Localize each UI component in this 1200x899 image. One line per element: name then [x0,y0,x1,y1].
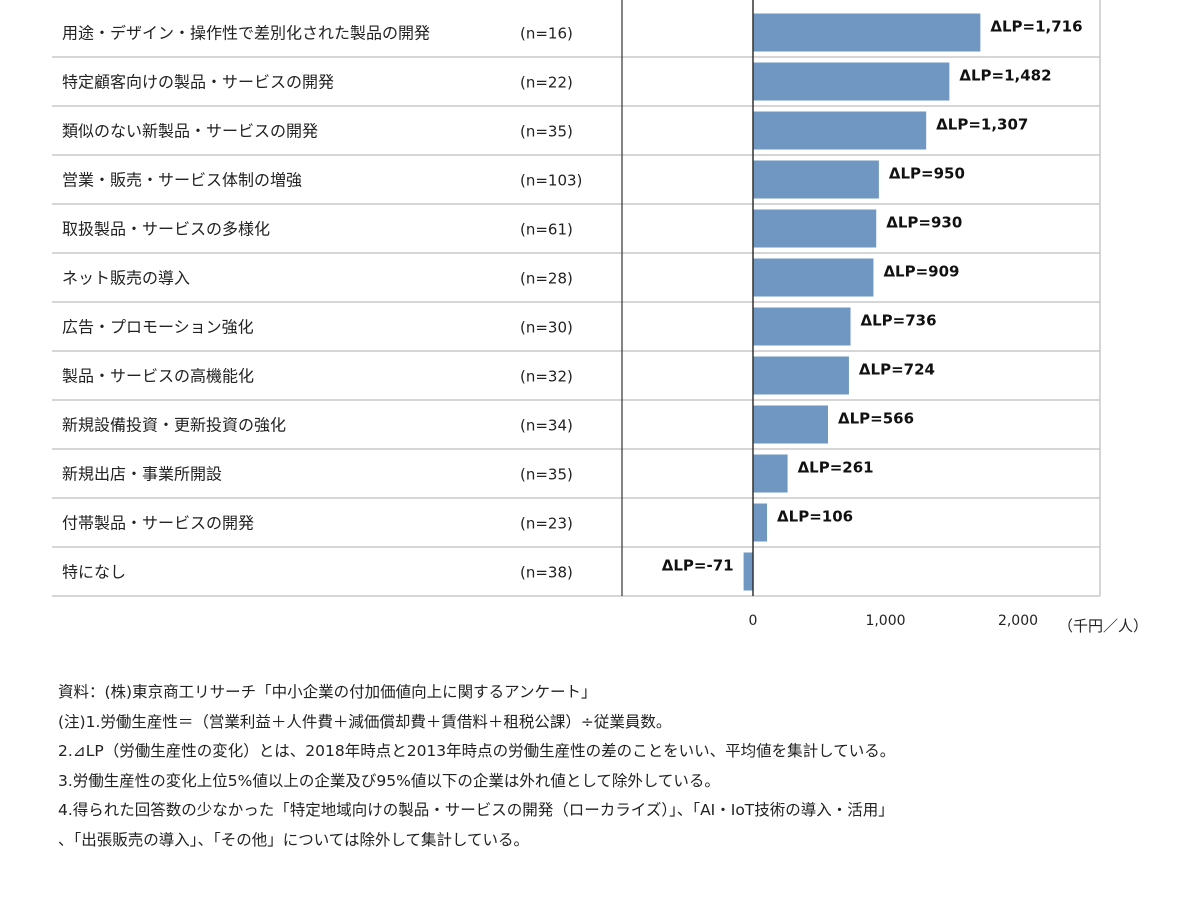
category-label: 営業・販売・サービス体制の増強 [62,171,302,190]
bar [753,307,851,346]
category-label: 特になし [62,563,126,582]
bar [753,160,879,199]
footnote-3: 3.労働生産性の変化上位5%値以上の企業及び95%値以下の企業は外れ値として除外… [58,771,720,790]
category-label: 特定顧客向けの製品・サービスの開発 [62,73,334,92]
sample-size-label: (n=35) [520,123,573,141]
bar [753,209,877,248]
sample-size-label: (n=103) [520,172,582,190]
bar-chart: 用途・デザイン・操作性で差別化された製品の開発特定顧客向けの製品・サービスの開発… [52,0,1148,635]
data-label: ΔLP=724 [859,361,935,379]
bar [753,258,874,297]
sample-size-label: (n=30) [520,319,573,337]
bar [753,405,828,444]
category-label: 新規設備投資・更新投資の強化 [62,416,286,435]
footnote-4: 4.得られた回答数の少なかった「特定地域向けの製品・サービスの開発（ローカライズ… [58,801,894,820]
footnote-1: (注)1.労働生産性＝（営業利益＋人件費＋減価償却費＋賃借料＋租税公課）÷従業員… [58,712,672,731]
sample-size-label: (n=61) [520,221,573,239]
sample-size-label: (n=32) [520,368,573,386]
footnote-2: 2.⊿LP（労働生産性の変化）とは、2018年時点と2013年時点の労働生産性の… [58,742,896,761]
category-label: 広告・プロモーション強化 [62,318,254,337]
bar [753,503,768,542]
data-label: ΔLP=-71 [662,557,734,575]
bar [753,356,849,395]
category-labels: 用途・デザイン・操作性で差別化された製品の開発特定顧客向けの製品・サービスの開発… [62,24,430,582]
data-label: ΔLP=1,716 [990,18,1082,36]
data-label: ΔLP=909 [883,263,959,281]
sample-size-label: (n=16) [520,25,573,43]
data-label: ΔLP=1,482 [959,67,1051,85]
data-label: ΔLP=930 [886,214,962,232]
data-label: ΔLP=261 [798,459,874,477]
footnote-4-continued: 、「出張販売の導入」、「その他」については除外して集計している。 [58,830,530,849]
sample-size-labels: (n=16) (n=22) (n=35) (n=103) (n=61) (n=28) (n=… [520,25,582,582]
data-label: ΔLP=736 [861,312,937,330]
sample-size-label: (n=34) [520,417,573,435]
sample-size-label: (n=28) [520,270,573,288]
x-tick-label: 1,000 [865,613,905,629]
axes [621,0,754,596]
data-label: ΔLP=106 [777,508,853,526]
bar [753,454,788,493]
x-tick-label: 0 [749,613,758,629]
bar [753,111,927,150]
x-tick-labels: 0 1,000 2,000 [749,613,1039,629]
category-label: 用途・デザイン・操作性で差別化された製品の開発 [62,24,430,43]
data-label: ΔLP=1,307 [936,116,1028,134]
table-grid [52,0,1101,597]
x-axis-unit-label: （千円／人） [1058,617,1148,635]
source-note: 資料：(株)東京商工リサーチ「中小企業の付加価値向上に関するアンケート」 [58,683,597,701]
category-label: 製品・サービスの高機能化 [62,367,254,386]
data-label: ΔLP=950 [889,165,965,183]
bars [743,13,981,591]
category-label: 類似のない新製品・サービスの開発 [62,122,318,141]
bar [743,552,753,591]
sample-size-label: (n=22) [520,74,573,92]
category-label: ネット販売の導入 [62,269,190,288]
sample-size-label: (n=23) [520,515,573,533]
notes: 資料：(株)東京商工リサーチ「中小企業の付加価値向上に関するアンケート」 (注)… [58,678,1168,856]
data-labels: ΔLP=1,716 ΔLP=1,482 ΔLP=1,307 ΔLP=950 ΔLP=93… [662,18,1083,575]
data-label: ΔLP=566 [838,410,914,428]
category-label: 新規出店・事業所開設 [62,465,222,484]
category-label: 付帯製品・サービスの開発 [62,514,254,533]
x-tick-label: 2,000 [998,613,1038,629]
bar [753,13,981,52]
category-label: 取扱製品・サービスの多様化 [62,220,270,239]
sample-size-label: (n=38) [520,564,573,582]
sample-size-label: (n=35) [520,466,573,484]
bar [753,62,950,101]
